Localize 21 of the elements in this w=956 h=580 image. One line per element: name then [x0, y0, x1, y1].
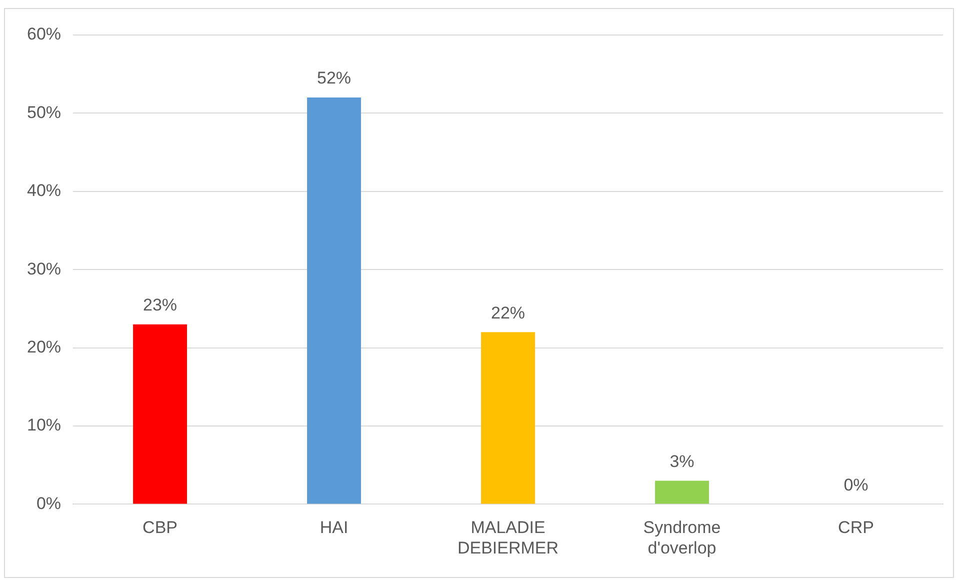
data-label: 52% — [317, 68, 352, 88]
bar — [307, 98, 361, 504]
bar — [655, 480, 709, 504]
y-tick-label: 10% — [26, 416, 62, 435]
bar — [481, 332, 535, 504]
y-tick-label: 50% — [26, 102, 62, 122]
y-tick-label: 40% — [26, 181, 62, 200]
data-label: 3% — [670, 452, 694, 471]
data-label: 22% — [490, 303, 526, 322]
x-tick-label: HAI — [320, 518, 348, 538]
x-tick-label: MALADIE DEBIERMER — [457, 518, 559, 558]
y-tick-label: 20% — [26, 337, 62, 356]
x-tick-label: Syndrome d'overlop — [643, 518, 721, 558]
data-label: 0% — [844, 475, 868, 494]
x-tick-label: CRP — [838, 518, 874, 538]
x-tick-label: CBP — [142, 518, 178, 538]
y-tick-label: 30% — [26, 259, 62, 278]
bar — [133, 324, 187, 504]
data-label: 23% — [143, 296, 178, 315]
y-tick-label: 0% — [36, 494, 62, 513]
y-tick-label: 60% — [26, 24, 62, 44]
